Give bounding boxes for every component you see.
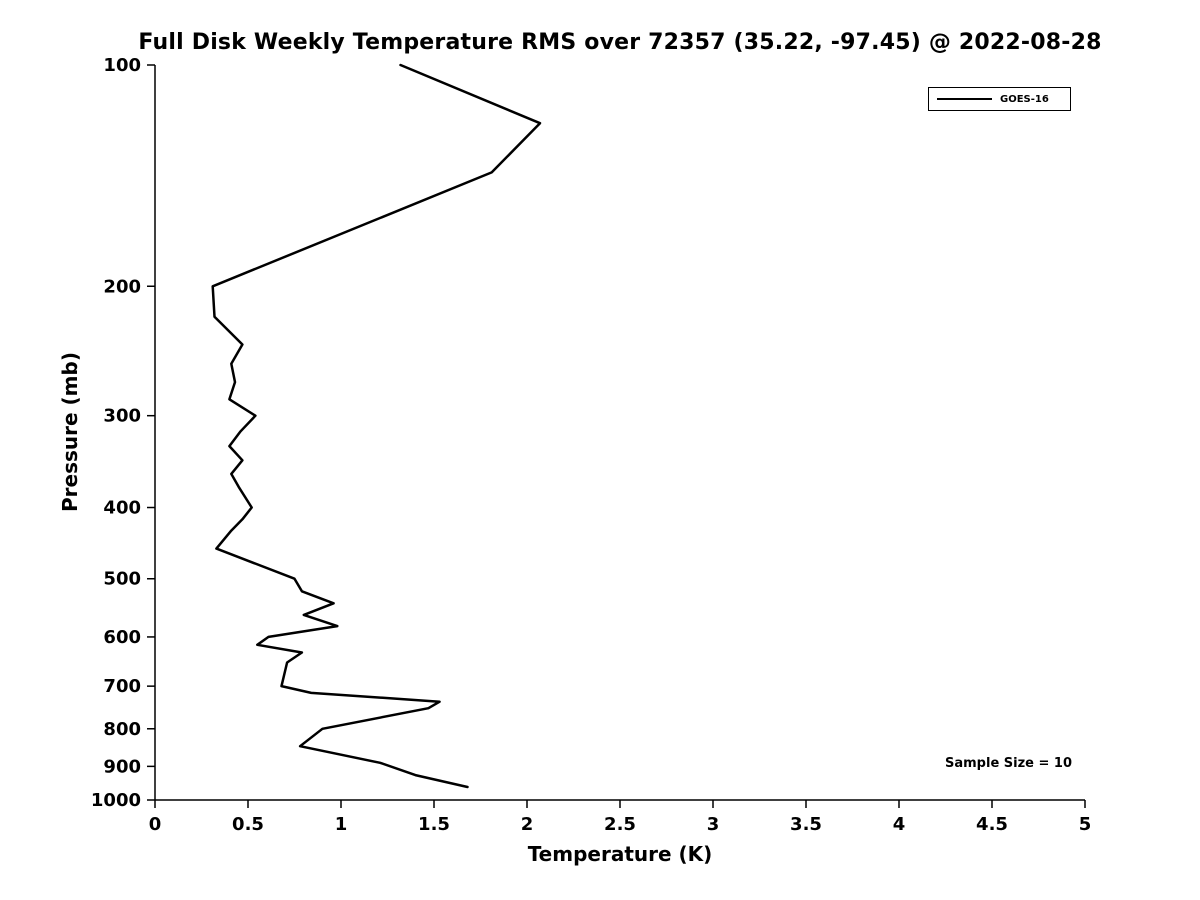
- x-tick-label: 4: [893, 814, 906, 835]
- x-tick-label: 5: [1079, 814, 1092, 835]
- y-tick-label: 1000: [91, 790, 141, 811]
- y-tick-label: 700: [103, 676, 141, 697]
- temperature-rms-series-line: [211, 63, 542, 789]
- x-tick-label: 1.5: [418, 814, 450, 835]
- y-tick-label: 200: [103, 276, 141, 297]
- legend-label: GOES-16: [1000, 93, 1049, 105]
- x-tick-label: 2: [521, 814, 534, 835]
- sample-size-annotation: Sample Size = 10: [945, 756, 1073, 771]
- legend-line-sample-icon: [937, 98, 992, 100]
- y-tick-label: 400: [103, 498, 141, 519]
- legend: GOES-16: [928, 87, 1071, 111]
- x-tick-label: 4.5: [976, 814, 1008, 835]
- x-tick-label: 0.5: [232, 814, 264, 835]
- y-tick-label: 600: [103, 627, 141, 648]
- y-axis-label: Pressure (mb): [58, 352, 82, 512]
- x-tick-label: 1: [335, 814, 348, 835]
- y-tick-label: 300: [103, 406, 141, 427]
- y-tick-label: 500: [103, 569, 141, 590]
- y-tick-label: 900: [103, 756, 141, 777]
- x-tick-label: 3: [707, 814, 720, 835]
- y-tick-label: 800: [103, 719, 141, 740]
- x-tick-label: 2.5: [604, 814, 636, 835]
- y-tick-label: 100: [103, 55, 141, 76]
- chart-title: Full Disk Weekly Temperature RMS over 72…: [138, 30, 1102, 55]
- x-tick-label: 0: [149, 814, 162, 835]
- x-axis-label: Temperature (K): [527, 842, 713, 866]
- x-tick-label: 3.5: [790, 814, 822, 835]
